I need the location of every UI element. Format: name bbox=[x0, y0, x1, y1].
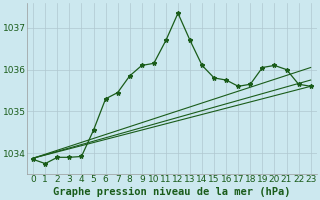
X-axis label: Graphe pression niveau de la mer (hPa): Graphe pression niveau de la mer (hPa) bbox=[53, 187, 291, 197]
